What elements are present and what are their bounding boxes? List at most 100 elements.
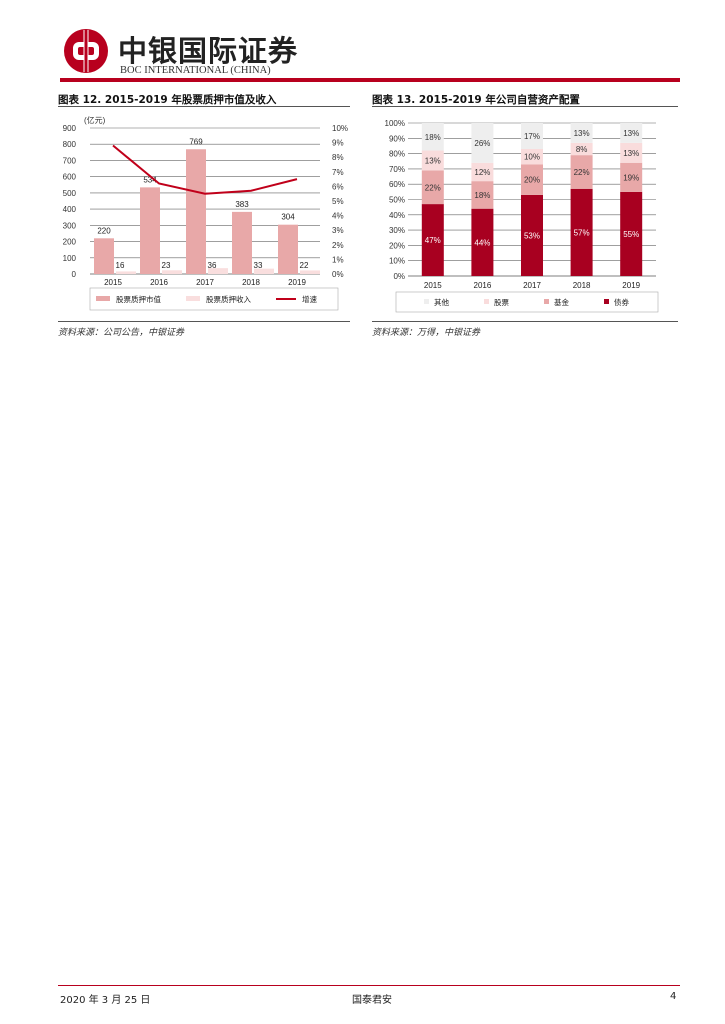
left-title-rule: [58, 106, 350, 107]
stacked-bar-segment: [620, 123, 643, 143]
data-label: 44%: [474, 238, 490, 247]
stacked-bar-segment: [521, 164, 543, 195]
data-label: 22%: [425, 183, 441, 192]
data-label: 36: [208, 261, 217, 270]
stacked-bar-segment: [570, 123, 593, 143]
x-tick-label: 2019: [288, 278, 306, 287]
left-source: 资料来源：公司公告，中银证券: [58, 328, 185, 338]
left-figure-title: 图表 12. 2015-2019 年股票质押市值及收入: [58, 94, 277, 106]
y-tick-label: 900: [63, 124, 77, 133]
data-label: 13%: [623, 149, 639, 158]
data-label: 10%: [524, 153, 540, 162]
x-tick-label: 2016: [474, 281, 492, 290]
x-tick-label: 2017: [523, 281, 541, 290]
legend-label: 股票质押收入: [206, 294, 251, 304]
y-tick-label: 70%: [389, 165, 405, 174]
stacked-bar-segment: [521, 194, 543, 276]
y-tick-label: 30%: [389, 226, 405, 235]
y-tick-label: 40%: [389, 211, 405, 220]
y2-tick-label: 3%: [332, 226, 344, 235]
bar-pledge-value: [140, 187, 160, 274]
y-tick-label: 500: [63, 189, 77, 198]
data-label: 13%: [623, 129, 639, 138]
stacked-bar-segment: [471, 123, 494, 163]
bar-pledge-income: [116, 271, 136, 274]
unit-label: (亿元): [84, 115, 106, 125]
x-tick-label: 2018: [242, 278, 260, 287]
y-tick-label: 100: [63, 254, 77, 263]
footer-brand: 国泰君安: [352, 995, 392, 1006]
y2-tick-label: 5%: [332, 197, 344, 206]
stacked-bar-segment: [421, 170, 444, 205]
stacked-bar-segment: [421, 123, 444, 151]
legend-label: 基金: [554, 297, 569, 307]
left-source-rule: [58, 321, 350, 322]
data-label: 16: [116, 261, 125, 270]
y2-tick-label: 1%: [332, 255, 344, 264]
boc-logo-icon: [64, 29, 108, 73]
data-label: 22: [300, 261, 309, 270]
asset-allocation-chart: 0% 10% 20% 30% 40% 50% 60% 70% 80% 90% 100% 47% 22% 1…: [385, 119, 659, 313]
stacked-bar-segment: [521, 149, 543, 165]
y2-tick-label: 8%: [332, 153, 344, 162]
y-tick-label: 50%: [389, 196, 405, 205]
bar-pledge-income: [300, 270, 320, 274]
page-number: 4: [670, 991, 677, 1002]
bar-pledge-income: [208, 268, 228, 274]
stacked-bar-segment: [471, 181, 494, 209]
x-tick-label: 2015: [424, 281, 442, 290]
legend-label: 股票质押市值: [116, 294, 161, 304]
footer-date: 2020 年 3 月 25 日: [60, 995, 151, 1006]
y-tick-label: 20%: [389, 241, 405, 250]
y-tick-label: 400: [63, 205, 77, 214]
legend-box: [395, 291, 659, 313]
data-label: 13%: [425, 156, 441, 165]
data-label: 18%: [425, 133, 441, 142]
stacked-bar-segment: [421, 204, 444, 276]
y-tick-label: 700: [63, 156, 77, 165]
data-label: 12%: [474, 168, 490, 177]
y2-tick-label: 2%: [332, 241, 344, 250]
data-label: 33: [254, 261, 263, 270]
y-tick-label: 100%: [385, 119, 405, 128]
footer-rule: [58, 985, 680, 986]
stacked-bar-segment: [620, 191, 643, 276]
y2-tick-label: 0%: [332, 270, 344, 279]
y-tick-label: 10%: [389, 257, 405, 266]
bar-pledge-value: [186, 149, 206, 274]
x-tick-label: 2019: [622, 281, 640, 290]
data-label: 383: [235, 200, 249, 209]
data-label: 8%: [576, 145, 588, 154]
y-tick-label: 800: [63, 140, 77, 149]
y-tick-label: 0%: [393, 272, 405, 281]
x-tick-label: 2016: [150, 278, 168, 287]
data-label: 19%: [623, 173, 639, 182]
legend-label: 增速: [302, 294, 317, 304]
stacked-bar-segment: [471, 208, 494, 276]
y-tick-label: 60%: [389, 180, 405, 189]
pledge-value-chart: (亿元) 0 100 200 300 400 500 600 700 800 900 0% 1% 2% 3%…: [63, 115, 348, 311]
y-tick-label: 600: [63, 173, 77, 182]
data-label: 220: [97, 226, 111, 235]
right-source: 资料来源：万得，中银证券: [372, 328, 481, 338]
header-rule: [60, 78, 680, 82]
stacked-bar-segment: [521, 123, 543, 150]
growth-line: [112, 144, 298, 195]
company-logo: [62, 27, 110, 75]
stacked-bar-segment: [570, 155, 593, 189]
y2-tick-label: 7%: [332, 168, 344, 177]
data-label: 26%: [474, 139, 490, 148]
legend-box: [89, 287, 339, 311]
company-name-en: BOC INTERNATIONAL (CHINA): [120, 65, 271, 76]
legend-swatch: [544, 299, 549, 304]
data-label: 55%: [623, 230, 639, 239]
stacked-bar-segment: [421, 150, 444, 171]
data-label: 769: [189, 137, 203, 146]
stacked-bar-segment: [570, 142, 593, 156]
legend-swatch: [424, 299, 429, 304]
stacked-bar-segment: [620, 162, 643, 192]
x-tick-label: 2017: [196, 278, 214, 287]
y-tick-label: 90%: [389, 134, 405, 143]
data-label: 53%: [524, 231, 540, 240]
legend-label: 股票: [494, 298, 509, 307]
